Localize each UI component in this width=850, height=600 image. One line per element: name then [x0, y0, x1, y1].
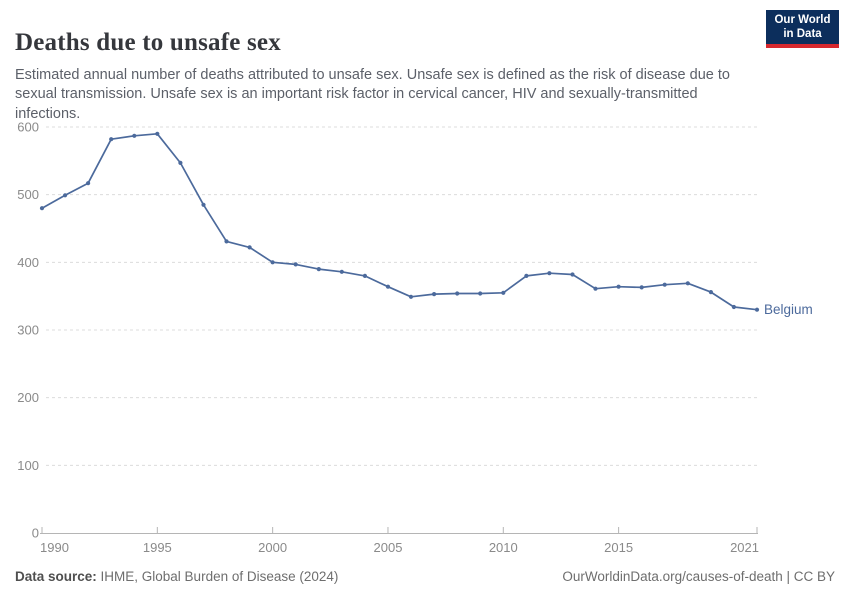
data-point-belgium-2017[interactable] — [662, 282, 667, 287]
y-axis-tick-label-400: 400 — [17, 255, 39, 270]
data-source-label: Data source: — [15, 569, 97, 584]
data-point-belgium-2018[interactable] — [685, 281, 690, 286]
data-point-belgium-2006[interactable] — [408, 294, 414, 299]
data-point-belgium-2015[interactable] — [616, 284, 621, 289]
y-axis-tick-label-200: 200 — [17, 390, 39, 405]
data-point-belgium-1993[interactable] — [109, 137, 114, 142]
owid-logo-line2: in Data — [783, 27, 822, 40]
data-source-value: IHME, Global Burden of Disease (2024) — [96, 569, 339, 584]
x-axis-tick-label-2015: 2015 — [604, 540, 633, 555]
data-point-belgium-1990[interactable] — [39, 206, 45, 211]
x-axis-tick-label-2021: 2021 — [730, 540, 759, 555]
data-point-belgium-2008[interactable] — [455, 291, 460, 296]
data-point-belgium-2010[interactable] — [501, 290, 506, 295]
data-point-belgium-1997[interactable] — [201, 202, 206, 207]
data-point-belgium-2021[interactable] — [754, 307, 760, 312]
data-point-belgium-1991[interactable] — [63, 193, 68, 198]
data-point-belgium-1992[interactable] — [86, 181, 91, 186]
y-axis-tick-label-500: 500 — [17, 187, 39, 202]
data-point-belgium-2001[interactable] — [293, 262, 298, 267]
owid-logo-red-bar — [766, 44, 839, 48]
data-point-belgium-2004[interactable] — [362, 273, 367, 278]
data-point-belgium-2000[interactable] — [270, 260, 275, 265]
series-line-belgium[interactable] — [41, 132, 758, 311]
data-point-belgium-2020[interactable] — [731, 304, 737, 310]
data-point-belgium-1996[interactable] — [178, 160, 183, 165]
data-point-belgium-2013[interactable] — [570, 272, 575, 277]
data-point-belgium-1995[interactable] — [155, 131, 160, 136]
data-point-belgium-1998[interactable] — [224, 239, 229, 244]
owid-logo[interactable]: Our World in Data — [766, 10, 839, 48]
y-axis-tick-label-0: 0 — [32, 526, 39, 541]
data-point-belgium-2014[interactable] — [593, 286, 598, 291]
x-axis-tick-label-1995: 1995 — [143, 540, 172, 555]
data-point-belgium-1994[interactable] — [132, 133, 137, 138]
data-point-belgium-2009[interactable] — [478, 291, 483, 296]
data-source-note: Data source: IHME, Global Burden of Dise… — [15, 569, 338, 584]
data-point-belgium-2003[interactable] — [339, 269, 344, 274]
y-axis-tick-label-100: 100 — [17, 458, 39, 473]
data-point-belgium-1999[interactable] — [247, 245, 252, 250]
data-point-belgium-2012[interactable] — [547, 271, 552, 276]
data-point-belgium-2007[interactable] — [432, 292, 437, 297]
x-axis-tick-label-2000: 2000 — [258, 540, 287, 555]
x-axis-tick-label-2010: 2010 — [489, 540, 518, 555]
data-point-belgium-2016[interactable] — [639, 285, 644, 290]
y-axis-tick-label-600: 600 — [17, 120, 39, 135]
page-title: Deaths due to unsafe sex — [15, 28, 281, 56]
data-point-belgium-2019[interactable] — [708, 290, 714, 295]
chart-subtitle: Estimated annual number of deaths attrib… — [15, 66, 730, 122]
owid-logo-line1: Our World — [774, 14, 831, 26]
owid-credit-link[interactable]: OurWorldinData.org/causes-of-death | CC … — [562, 569, 835, 584]
data-point-belgium-2002[interactable] — [316, 267, 321, 272]
series-label-belgium[interactable]: Belgium — [764, 302, 813, 317]
x-axis-tick-label-1990: 1990 — [40, 540, 69, 555]
chart-footer: Data source: IHME, Global Burden of Dise… — [15, 569, 835, 584]
x-axis-tick-label-2005: 2005 — [374, 540, 403, 555]
data-point-belgium-2005[interactable] — [385, 284, 391, 289]
data-point-belgium-2011[interactable] — [524, 273, 529, 278]
y-axis-tick-label-300: 300 — [17, 323, 39, 338]
